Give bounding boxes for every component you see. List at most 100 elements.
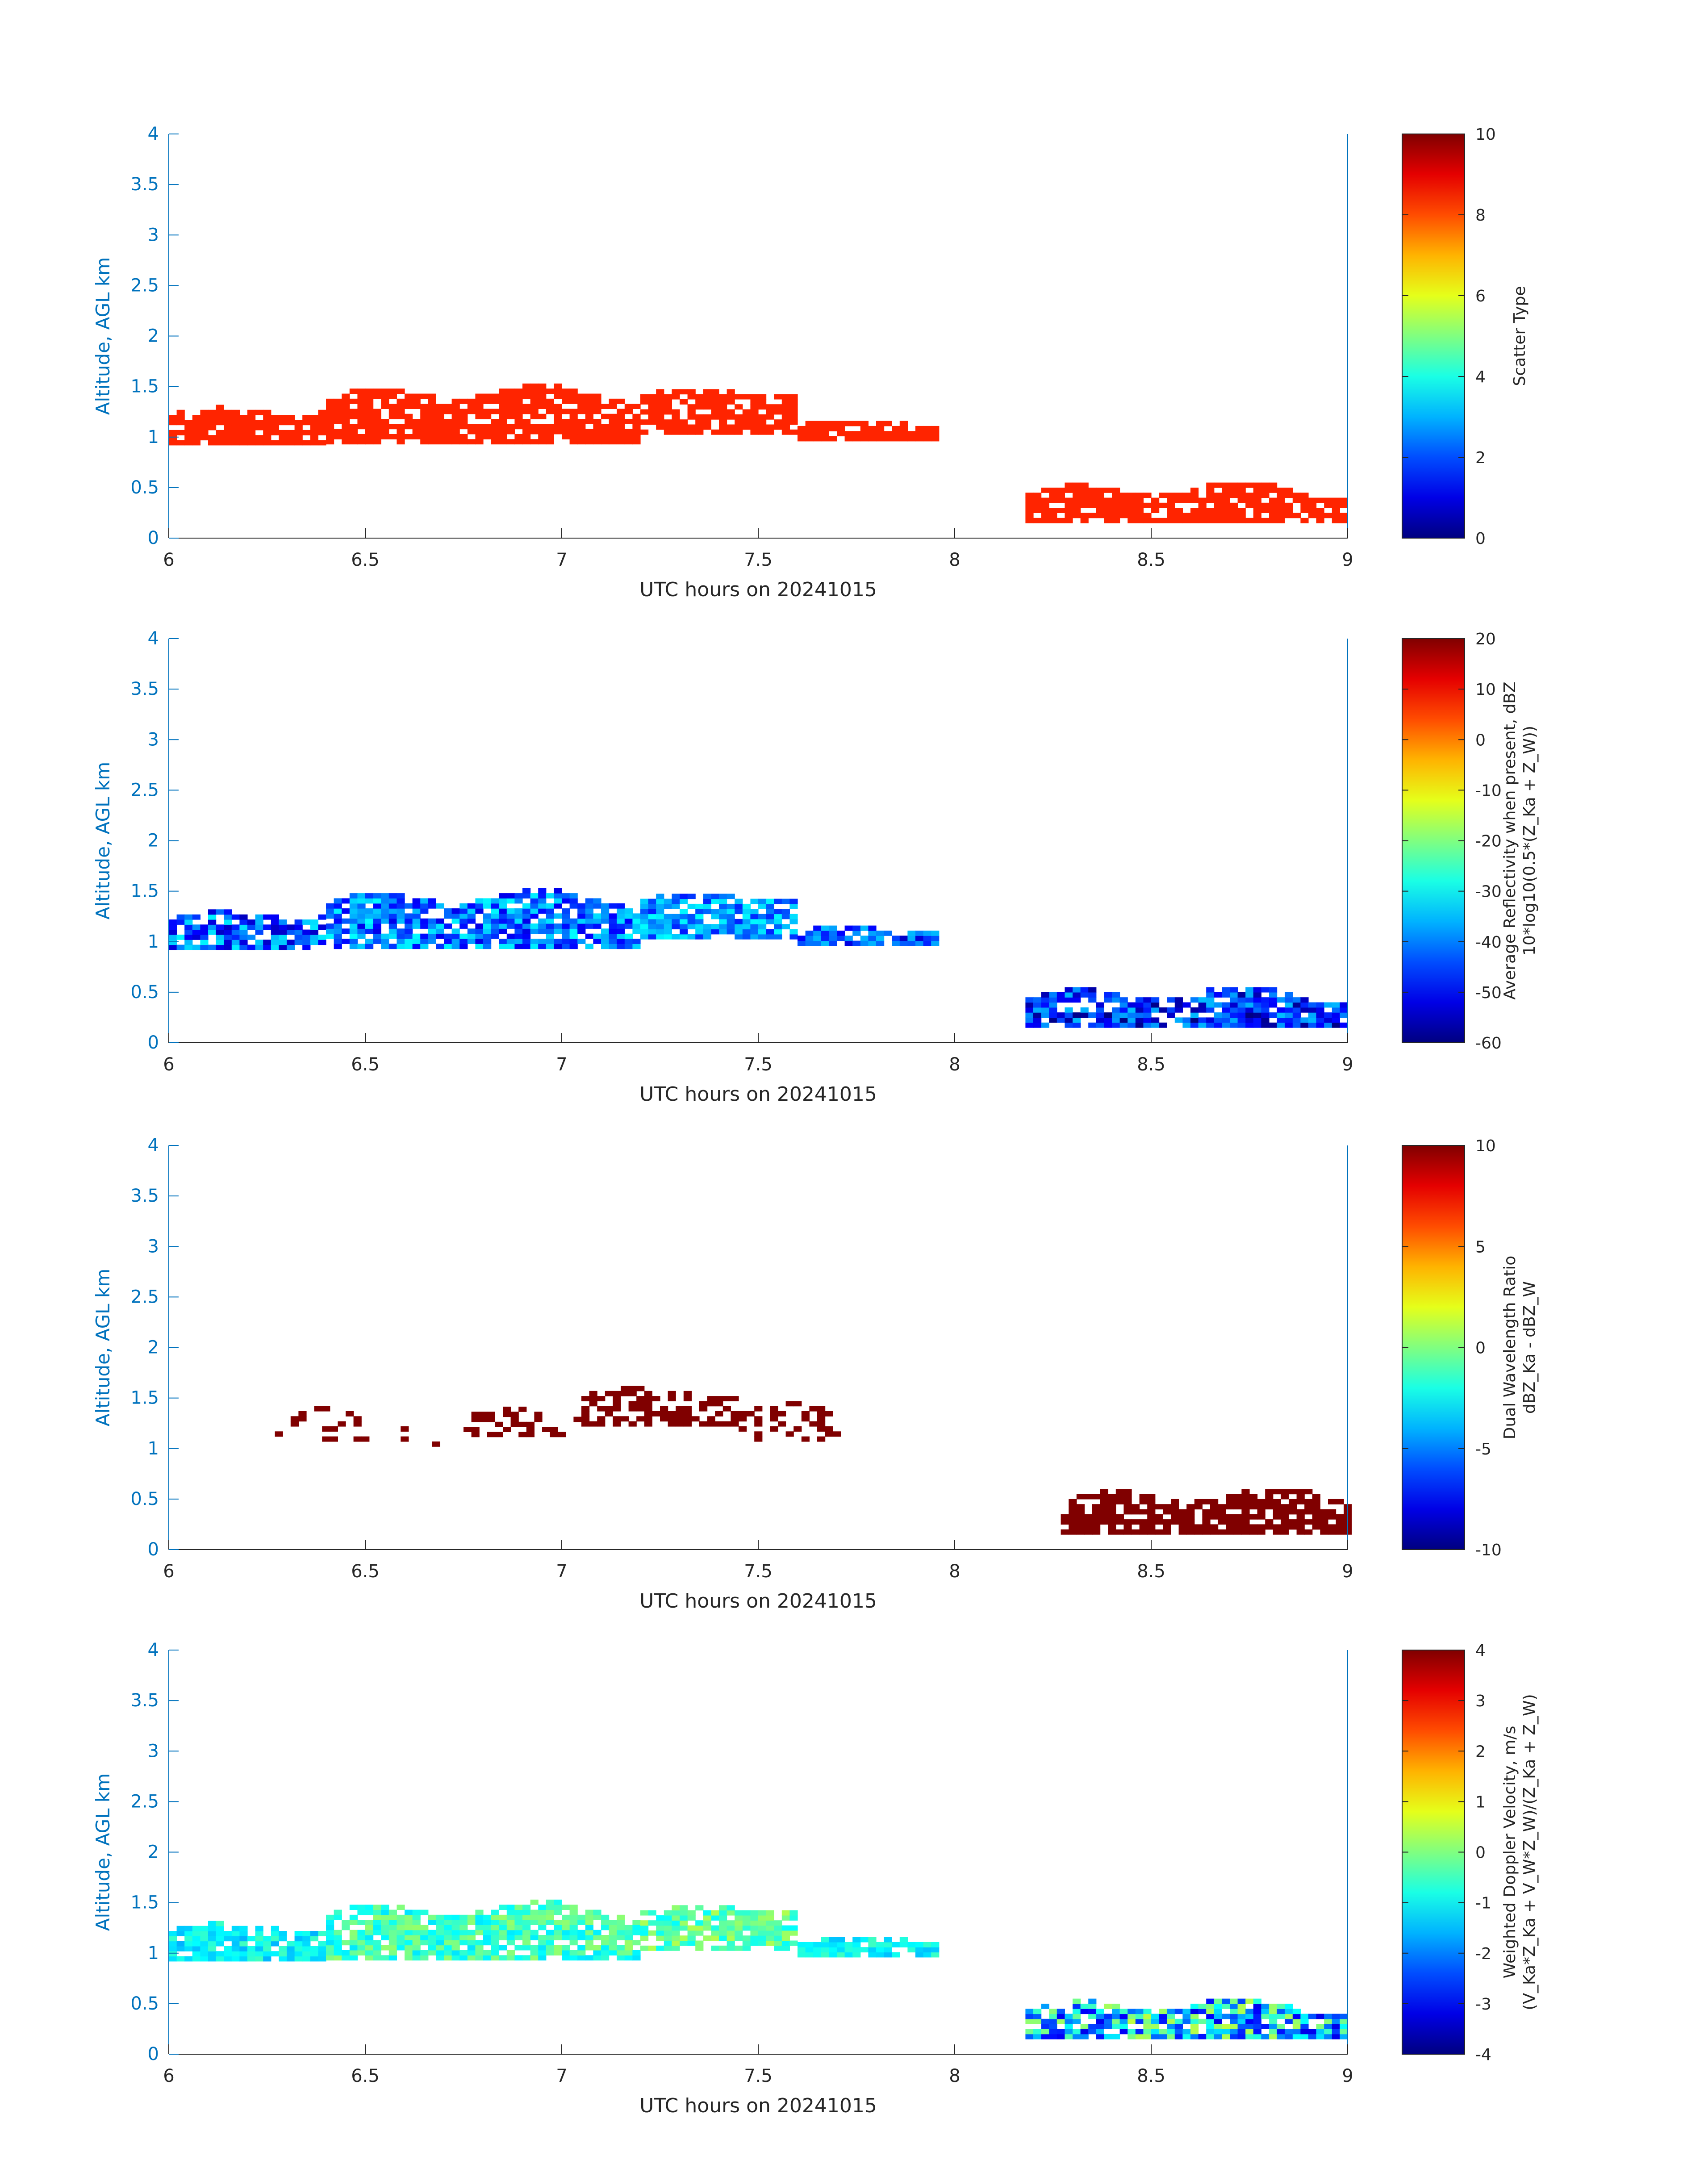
heatmap-cell bbox=[789, 914, 798, 919]
heatmap-cell bbox=[342, 939, 350, 944]
heatmap-cell bbox=[357, 1930, 366, 1935]
heatmap-cell bbox=[1128, 2009, 1136, 2014]
heatmap-cell bbox=[609, 1920, 617, 1925]
heatmap-cell bbox=[1041, 502, 1049, 508]
heatmap-cell bbox=[617, 409, 625, 414]
heatmap-cell bbox=[562, 933, 570, 939]
heatmap-cell bbox=[216, 1921, 224, 1926]
heatmap-cell bbox=[569, 1950, 578, 1956]
heatmap-cell bbox=[1320, 1519, 1328, 1525]
heatmap-cell bbox=[1285, 502, 1293, 508]
heatmap-cell bbox=[176, 919, 185, 925]
heatmap-cell bbox=[208, 1941, 217, 1947]
heatmap-cell bbox=[1080, 482, 1089, 488]
heatmap-cell bbox=[719, 1910, 727, 1916]
heatmap-cell bbox=[302, 440, 311, 446]
heatmap-cell bbox=[1312, 1499, 1320, 1504]
heatmap-cell bbox=[1332, 497, 1340, 503]
heatmap-cell bbox=[601, 1925, 610, 1930]
heatmap-cell bbox=[821, 426, 829, 431]
heatmap-cell bbox=[357, 419, 366, 424]
heatmap-cell bbox=[609, 424, 617, 430]
heatmap-cell bbox=[1088, 992, 1097, 998]
heatmap-cell bbox=[593, 409, 601, 414]
heatmap-cell bbox=[585, 429, 593, 435]
heatmap-cell bbox=[487, 1432, 495, 1437]
heatmap-cell bbox=[1332, 1022, 1340, 1028]
heatmap-cell bbox=[801, 1416, 810, 1422]
heatmap-cell bbox=[1049, 497, 1057, 503]
heatmap-cell bbox=[1119, 1007, 1128, 1013]
heatmap-cell bbox=[475, 409, 484, 414]
heatmap-cell bbox=[605, 1391, 613, 1396]
heatmap-cell bbox=[1076, 1514, 1085, 1520]
heatmap-cell bbox=[1340, 2029, 1348, 2035]
heatmap-cell bbox=[514, 913, 523, 919]
heatmap-cell bbox=[200, 430, 209, 435]
heatmap-cell bbox=[538, 1914, 547, 1920]
heatmap-cell bbox=[719, 898, 727, 904]
heatmap-cell bbox=[538, 1925, 547, 1930]
heatmap-cell bbox=[719, 399, 727, 405]
heatmap-cell bbox=[735, 919, 743, 924]
heatmap-cell bbox=[483, 933, 492, 939]
heatmap-cell bbox=[719, 1920, 727, 1926]
heatmap-cell bbox=[432, 1441, 440, 1447]
heatmap-cell bbox=[224, 924, 232, 930]
heatmap-cell bbox=[1174, 2029, 1183, 2035]
heatmap-cell bbox=[1076, 1529, 1085, 1535]
heatmap-cell bbox=[483, 939, 492, 944]
heatmap-cell bbox=[1261, 2009, 1270, 2014]
heatmap-cell bbox=[318, 1946, 326, 1951]
heatmap-cell bbox=[169, 1951, 177, 1957]
heatmap-cell bbox=[1057, 992, 1065, 998]
heatmap-cell bbox=[1336, 1524, 1344, 1530]
heatmap-cells-4 bbox=[169, 1899, 1348, 2039]
heatmap-cell bbox=[467, 928, 476, 934]
heatmap-cell bbox=[695, 903, 704, 909]
heatmap-cell bbox=[1261, 2034, 1270, 2039]
heatmap-cell bbox=[397, 424, 405, 430]
heatmap-cell bbox=[754, 1421, 763, 1427]
heatmap-cell bbox=[798, 936, 806, 941]
heatmap-cell bbox=[593, 434, 601, 439]
heatmap-cell bbox=[829, 1937, 837, 1943]
heatmap-cell bbox=[444, 1925, 452, 1930]
heatmap-cell bbox=[514, 1930, 523, 1935]
heatmap-cell bbox=[1190, 2018, 1199, 2024]
heatmap-cell bbox=[554, 424, 562, 430]
heatmap-cell bbox=[1261, 1017, 1270, 1023]
y-axis-label: Altitude, AGL km bbox=[92, 1269, 114, 1426]
heatmap-cell bbox=[636, 1396, 645, 1401]
heatmap-cell bbox=[798, 431, 806, 437]
heatmap-cell bbox=[1308, 1022, 1317, 1028]
heatmap-cell bbox=[758, 1935, 767, 1941]
heatmap-cell bbox=[483, 944, 492, 949]
heatmap-cell bbox=[263, 1941, 271, 1947]
heatmap-cell bbox=[703, 399, 711, 405]
heatmap-cell bbox=[451, 1950, 460, 1956]
heatmap-cell bbox=[1108, 1524, 1116, 1530]
heatmap-cell bbox=[1222, 2024, 1230, 2029]
y-axis-label: Altitude, AGL km bbox=[92, 762, 114, 919]
heatmap-cell bbox=[648, 414, 656, 420]
heatmap-cell bbox=[184, 934, 193, 940]
heatmap-cell bbox=[546, 1940, 554, 1946]
heatmap-cell bbox=[514, 898, 523, 904]
heatmap-cell bbox=[459, 1914, 468, 1920]
heatmap-cell bbox=[1190, 2009, 1199, 2014]
heatmap-cell bbox=[617, 419, 625, 424]
heatmap-cell bbox=[200, 1936, 209, 1942]
heatmap-cell bbox=[554, 888, 562, 894]
heatmap-cell bbox=[247, 1936, 256, 1942]
heatmap-cell bbox=[436, 1955, 444, 1961]
heatmap-cell bbox=[632, 1930, 641, 1935]
heatmap-cell bbox=[758, 394, 767, 400]
heatmap-cell bbox=[216, 420, 224, 426]
heatmap-cell bbox=[1285, 992, 1293, 998]
heatmap-cell bbox=[569, 944, 578, 949]
heatmap-cell bbox=[239, 944, 248, 950]
heatmap-cell bbox=[1108, 1494, 1116, 1500]
heatmap-cell bbox=[506, 918, 515, 924]
heatmap-cell bbox=[491, 1930, 499, 1935]
